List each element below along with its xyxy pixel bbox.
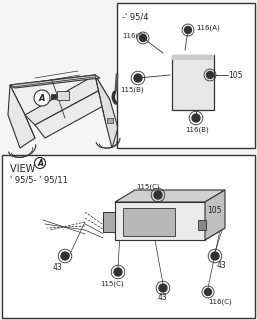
Text: ' 95/5- ' 95/11: ' 95/5- ' 95/11 — [10, 175, 68, 184]
Text: 43: 43 — [53, 263, 63, 273]
Polygon shape — [115, 202, 205, 240]
Text: 105: 105 — [228, 70, 243, 79]
Polygon shape — [115, 228, 225, 240]
FancyArrowPatch shape — [113, 92, 116, 103]
Text: A: A — [39, 93, 45, 102]
Text: 116(C): 116(C) — [208, 299, 232, 305]
Polygon shape — [35, 90, 105, 138]
Polygon shape — [198, 220, 206, 230]
Polygon shape — [25, 75, 100, 125]
Circle shape — [185, 27, 191, 34]
Text: 116(A): 116(A) — [196, 25, 220, 31]
Bar — [172, 55, 214, 60]
Polygon shape — [8, 85, 35, 148]
Text: 115(C): 115(C) — [136, 184, 160, 190]
Text: A: A — [37, 158, 43, 167]
Circle shape — [140, 35, 146, 42]
Text: 43: 43 — [158, 293, 168, 302]
Polygon shape — [10, 75, 100, 88]
Circle shape — [154, 191, 162, 199]
Polygon shape — [205, 190, 225, 240]
Bar — [2, 155, 255, 318]
Circle shape — [34, 90, 50, 106]
Circle shape — [207, 71, 214, 78]
Polygon shape — [95, 75, 118, 148]
Circle shape — [192, 114, 200, 122]
Polygon shape — [10, 75, 110, 115]
Text: 105: 105 — [207, 205, 222, 214]
Circle shape — [134, 74, 142, 82]
Bar — [51, 94, 56, 99]
Polygon shape — [115, 190, 225, 202]
Circle shape — [205, 289, 212, 295]
Text: 115(C): 115(C) — [100, 281, 124, 287]
Bar — [172, 55, 214, 110]
Text: -' 95/4: -' 95/4 — [122, 12, 149, 21]
Circle shape — [211, 252, 219, 260]
Bar — [107, 118, 113, 123]
Text: 116(B): 116(B) — [185, 127, 209, 133]
Bar — [57, 91, 69, 100]
Text: 43: 43 — [217, 261, 227, 270]
Bar — [117, 3, 255, 148]
Polygon shape — [103, 212, 115, 232]
Circle shape — [159, 284, 167, 292]
Circle shape — [61, 252, 69, 260]
Circle shape — [34, 157, 45, 169]
Text: 116(C): 116(C) — [122, 33, 146, 39]
Polygon shape — [123, 208, 175, 236]
Text: VIEW: VIEW — [10, 164, 38, 174]
Circle shape — [114, 268, 122, 276]
Text: 115(B): 115(B) — [120, 87, 144, 93]
